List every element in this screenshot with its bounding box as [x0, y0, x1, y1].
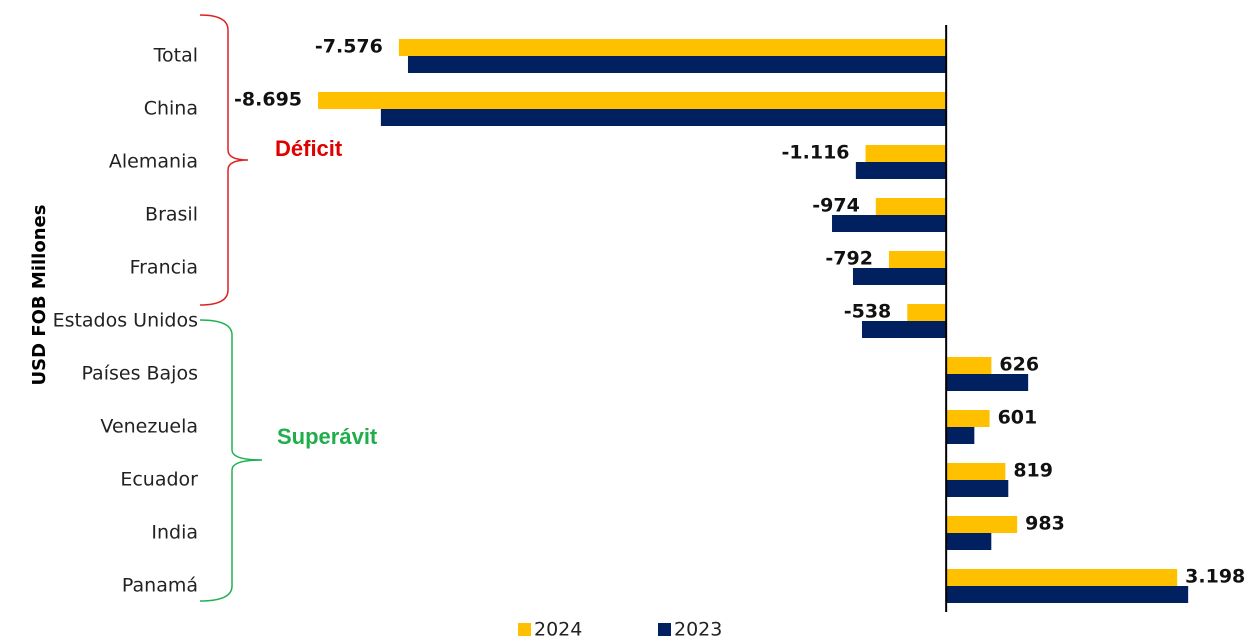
bar: [855, 162, 947, 179]
deficit-annotation: Déficit: [275, 136, 343, 161]
value-label: 626: [999, 354, 1039, 376]
legend-swatch: [518, 623, 531, 636]
bar: [946, 533, 992, 550]
value-label: -7.576: [315, 36, 383, 58]
category-label: Países Bajos: [81, 363, 198, 385]
bar: [946, 569, 1178, 586]
bar: [318, 92, 947, 109]
bar: [832, 215, 947, 232]
bar: [380, 109, 947, 126]
bar: [946, 410, 990, 427]
bar: [946, 463, 1006, 480]
value-label: -538: [844, 301, 892, 323]
value-label: -792: [825, 248, 873, 270]
value-label: 983: [1025, 513, 1065, 535]
superavit-annotation: Superávit: [277, 424, 378, 449]
bar: [875, 198, 947, 215]
bar: [946, 357, 992, 374]
bar: [946, 480, 1009, 497]
value-label: 3.198: [1185, 566, 1245, 588]
category-label: Brasil: [145, 204, 198, 226]
bar: [907, 304, 947, 321]
category-label: Estados Unidos: [53, 310, 198, 332]
value-label: 819: [1013, 460, 1053, 482]
category-label: Ecuador: [120, 469, 198, 491]
bar: [862, 321, 947, 338]
category-label: Francia: [130, 257, 198, 279]
bar: [946, 516, 1018, 533]
superavit-brace: [199, 319, 263, 602]
value-label: -1.116: [782, 142, 850, 164]
legend-swatch: [658, 623, 671, 636]
category-label: Total: [153, 45, 198, 67]
legend-label: 2024: [534, 619, 582, 638]
bar: [852, 268, 947, 285]
legend-label: 2023: [674, 619, 722, 638]
bar: [407, 56, 947, 73]
bar: [946, 586, 1189, 603]
value-label: 601: [998, 407, 1038, 429]
deficit-brace: [199, 14, 249, 306]
bar: [888, 251, 947, 268]
bar: [946, 427, 975, 444]
value-label: -974: [812, 195, 860, 217]
category-label: Alemania: [109, 151, 198, 173]
bar: [398, 39, 947, 56]
bar: [865, 145, 947, 162]
category-label: China: [144, 98, 198, 120]
value-label: -8.695: [234, 89, 302, 111]
bar: [946, 374, 1029, 391]
category-label: Panamá: [122, 575, 198, 597]
y-axis-label: USD FOB Millones: [29, 205, 50, 386]
category-label: India: [151, 522, 198, 544]
category-label: Venezuela: [100, 416, 198, 438]
